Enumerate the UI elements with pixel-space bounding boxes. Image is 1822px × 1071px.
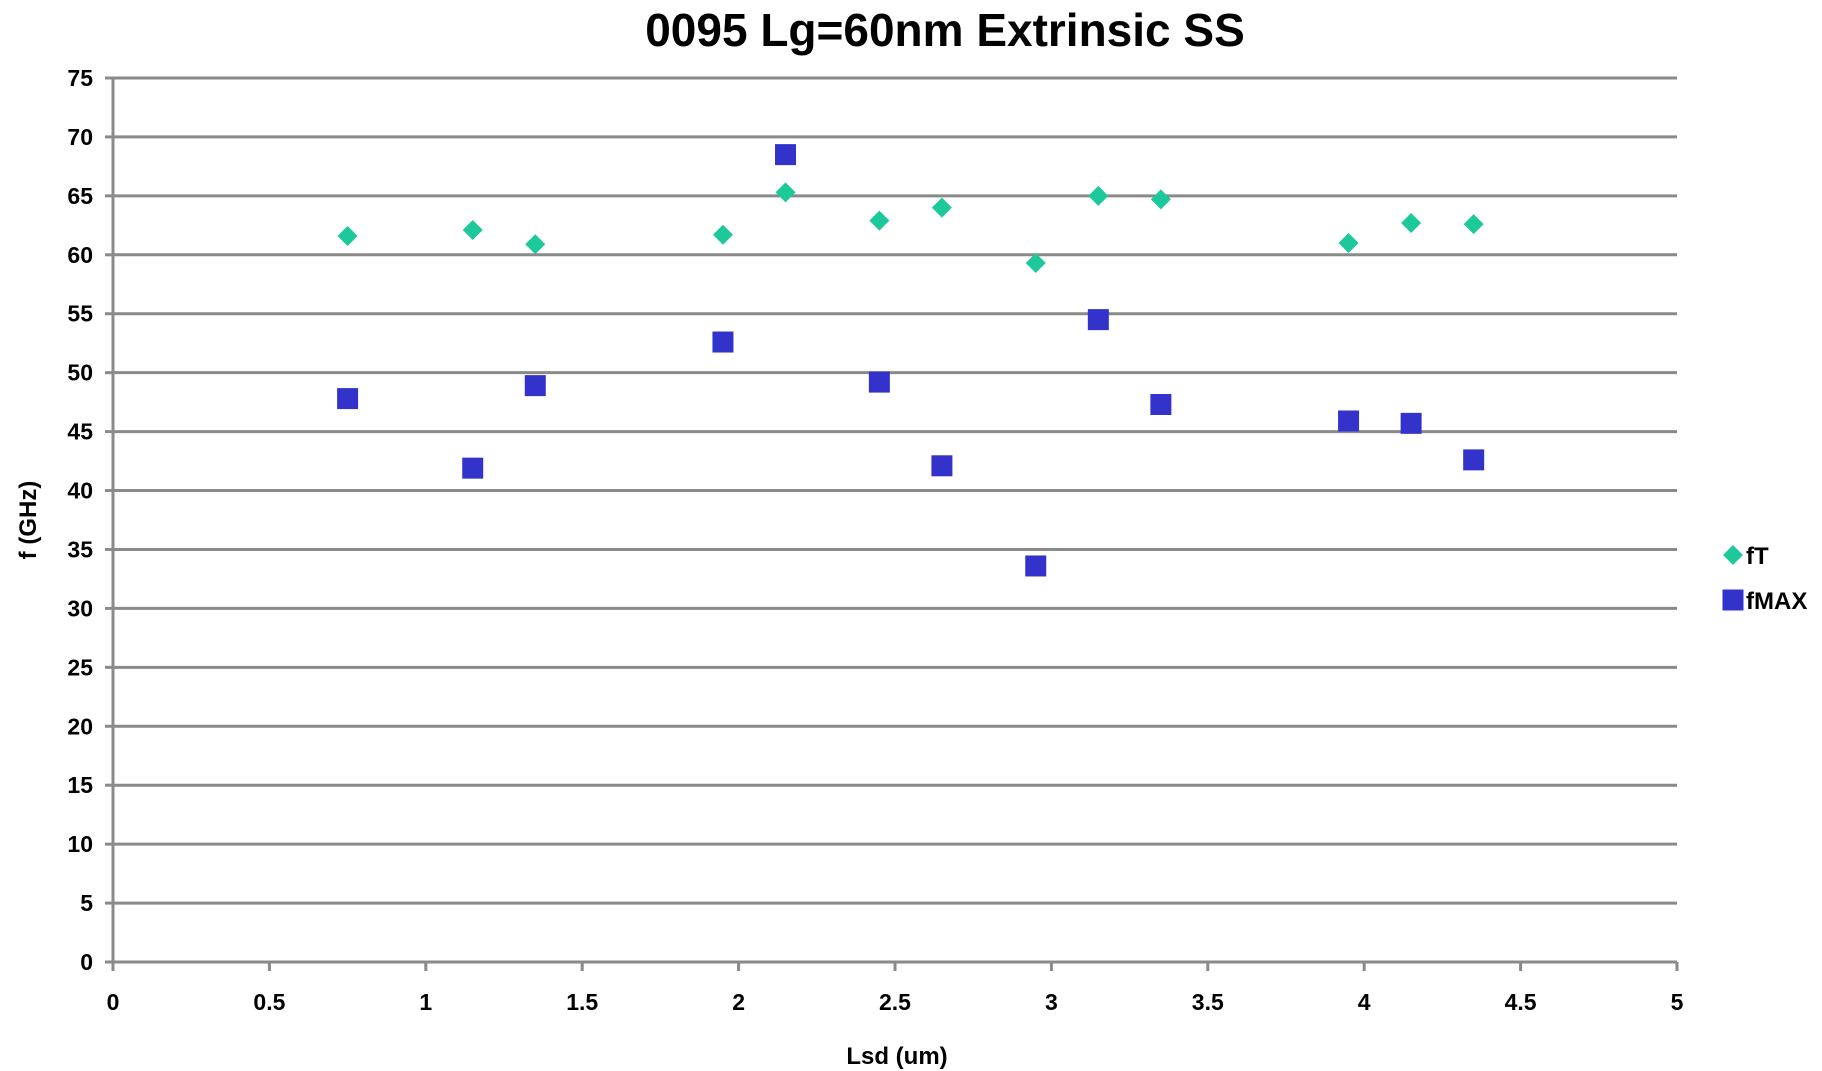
legend-label: fT bbox=[1746, 543, 1769, 570]
ft-point bbox=[462, 220, 483, 241]
x-tick-label: 1.5 bbox=[566, 989, 598, 1015]
gridlines bbox=[113, 76, 1677, 905]
ft-point bbox=[337, 225, 358, 246]
fmax-point bbox=[1087, 309, 1109, 331]
ft-point bbox=[1401, 212, 1422, 233]
fmax-point bbox=[462, 457, 484, 479]
legend-item-ft: fT bbox=[1723, 543, 1769, 570]
x-tick-label: 4.5 bbox=[1505, 989, 1537, 1015]
legend: fT fMAX bbox=[1722, 543, 1807, 615]
y-tick-label: 55 bbox=[67, 301, 93, 327]
legend-marker bbox=[1722, 589, 1744, 611]
y-tick-label: 50 bbox=[67, 360, 93, 386]
ft-point bbox=[525, 234, 546, 255]
y-tick-label: 20 bbox=[67, 713, 93, 739]
fmax-point bbox=[337, 388, 359, 410]
fmax-point bbox=[1338, 410, 1360, 432]
y-tick-label: 45 bbox=[67, 419, 93, 445]
x-tick-label: 0.5 bbox=[253, 989, 285, 1015]
ft-point bbox=[869, 210, 890, 231]
ft-point bbox=[1150, 189, 1171, 210]
legend-marker bbox=[1723, 545, 1743, 565]
x-tick-label: 2.5 bbox=[879, 989, 911, 1015]
y-tick-label: 60 bbox=[67, 242, 93, 268]
chart-title: 0095 Lg=60nm Extrinsic SS bbox=[645, 4, 1245, 56]
ft-point bbox=[1463, 214, 1484, 235]
y-tick-label: 15 bbox=[67, 772, 93, 798]
fmax-point bbox=[1400, 412, 1422, 434]
ft-point bbox=[1025, 253, 1046, 274]
fmax-point bbox=[1150, 393, 1172, 415]
series-fmax bbox=[337, 144, 1485, 577]
x-tick-label: 4 bbox=[1358, 989, 1371, 1015]
ft-point bbox=[931, 197, 952, 218]
y-tick-label: 75 bbox=[67, 65, 93, 91]
fmax-point bbox=[712, 331, 734, 353]
x-tick-label: 0 bbox=[107, 989, 120, 1015]
series-ft bbox=[337, 182, 1484, 274]
y-tick-labels: 0 5 10 15 20 25 30 35 40 45 50 55 60 65 70 75 bbox=[67, 65, 113, 975]
y-tick-label: 5 bbox=[80, 890, 93, 916]
x-tick-label: 2 bbox=[732, 989, 745, 1015]
x-tick-label: 3.5 bbox=[1192, 989, 1224, 1015]
fmax-point bbox=[1025, 555, 1047, 577]
series-markers bbox=[337, 144, 1485, 577]
y-tick-label: 35 bbox=[67, 536, 93, 562]
legend-label: fMAX bbox=[1746, 588, 1807, 615]
y-tick-label: 30 bbox=[67, 595, 93, 621]
ft-point bbox=[1088, 185, 1109, 206]
y-tick-label: 40 bbox=[67, 478, 93, 504]
fmax-point bbox=[524, 375, 546, 397]
ft-point bbox=[1338, 233, 1359, 254]
y-tick-label: 10 bbox=[67, 831, 93, 857]
fmax-point bbox=[1463, 449, 1485, 471]
y-tick-label: 70 bbox=[67, 124, 93, 150]
x-axis-label: Lsd (um) bbox=[846, 1043, 947, 1070]
fmax-point bbox=[931, 455, 953, 477]
x-tick-label: 5 bbox=[1671, 989, 1684, 1015]
legend-item-fmax: fMAX bbox=[1722, 588, 1807, 615]
y-axis-label: f (GHz) bbox=[15, 481, 42, 560]
x-tick-label: 3 bbox=[1045, 989, 1058, 1015]
fmax-point bbox=[775, 144, 797, 166]
y-tick-label: 65 bbox=[67, 183, 93, 209]
y-tick-label: 25 bbox=[67, 654, 93, 680]
ft-point bbox=[712, 224, 733, 245]
y-tick-label: 0 bbox=[80, 949, 93, 975]
ft-point bbox=[775, 182, 796, 203]
x-tick-label: 1 bbox=[419, 989, 432, 1015]
x-tick-labels: 0 0.5 1 1.5 2 2.5 3 3.5 4 4.5 5 bbox=[107, 962, 1684, 1015]
fmax-point bbox=[868, 371, 890, 393]
